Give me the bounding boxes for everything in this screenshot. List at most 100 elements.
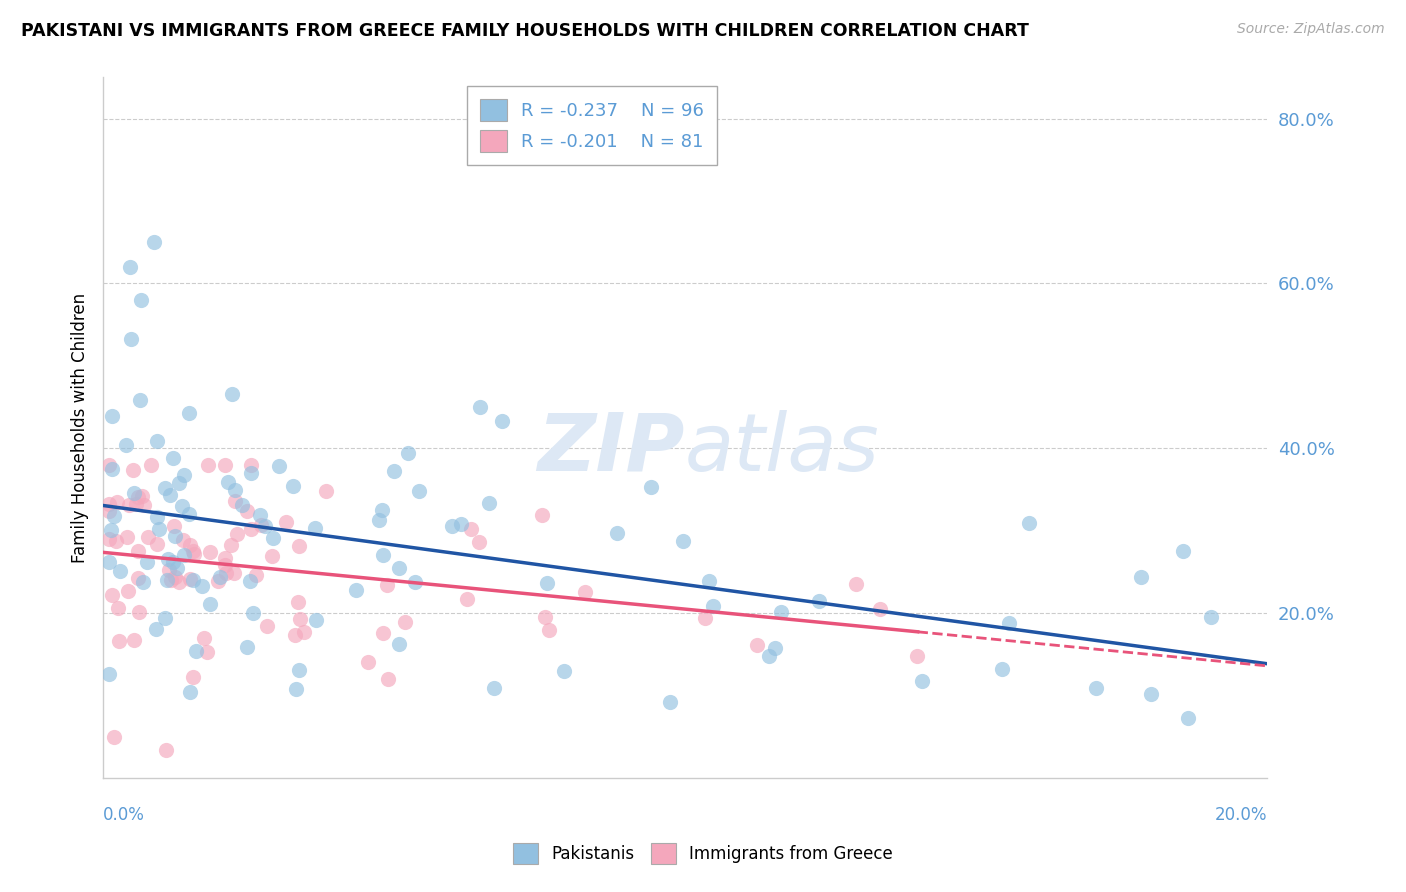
Point bbox=[281, 478, 304, 492]
Point bbox=[157, 563, 180, 577]
Text: 0.0%: 0.0% bbox=[103, 806, 145, 824]
Point bbox=[394, 615, 416, 630]
Point bbox=[702, 599, 724, 614]
Point bbox=[97, 497, 120, 511]
Point bbox=[181, 573, 204, 587]
Point bbox=[179, 538, 201, 552]
Point bbox=[145, 537, 167, 551]
Point bbox=[538, 623, 561, 637]
Text: Source: ZipAtlas.com: Source: ZipAtlas.com bbox=[1237, 22, 1385, 37]
Point bbox=[484, 681, 506, 695]
Point bbox=[553, 664, 575, 678]
Point bbox=[159, 488, 181, 502]
Point bbox=[197, 458, 219, 472]
Point bbox=[117, 583, 139, 598]
Point bbox=[146, 510, 169, 524]
Point bbox=[274, 515, 297, 529]
Point bbox=[97, 667, 120, 681]
Point bbox=[209, 570, 232, 584]
Point bbox=[120, 332, 142, 346]
Point bbox=[122, 463, 145, 477]
Point bbox=[911, 674, 934, 689]
Point bbox=[262, 531, 284, 545]
Point bbox=[242, 607, 264, 621]
Point bbox=[869, 602, 891, 616]
Point bbox=[672, 533, 695, 548]
Point bbox=[531, 508, 554, 522]
Point bbox=[1084, 681, 1107, 695]
Point bbox=[240, 458, 263, 472]
Point bbox=[155, 743, 177, 757]
Point bbox=[1173, 544, 1195, 558]
Point bbox=[219, 538, 242, 552]
Point bbox=[172, 533, 194, 547]
Point bbox=[1139, 687, 1161, 701]
Point bbox=[193, 631, 215, 645]
Text: atlas: atlas bbox=[685, 409, 880, 488]
Point bbox=[128, 606, 150, 620]
Point bbox=[179, 685, 201, 699]
Point bbox=[107, 601, 129, 615]
Point bbox=[808, 594, 831, 608]
Point bbox=[249, 508, 271, 522]
Point bbox=[142, 235, 165, 250]
Point bbox=[287, 595, 309, 609]
Point bbox=[127, 490, 149, 504]
Point bbox=[179, 507, 201, 521]
Point bbox=[371, 625, 394, 640]
Point bbox=[288, 611, 311, 625]
Point bbox=[162, 555, 184, 569]
Point bbox=[179, 572, 201, 586]
Point bbox=[217, 475, 239, 490]
Point bbox=[224, 566, 246, 581]
Point bbox=[214, 558, 236, 573]
Point bbox=[745, 638, 768, 652]
Point bbox=[100, 523, 122, 537]
Point bbox=[758, 649, 780, 664]
Point bbox=[1177, 711, 1199, 725]
Point bbox=[97, 504, 120, 518]
Point bbox=[214, 566, 236, 580]
Point bbox=[108, 634, 131, 648]
Point bbox=[103, 509, 125, 524]
Point bbox=[173, 548, 195, 562]
Point bbox=[693, 611, 716, 625]
Point bbox=[305, 613, 328, 627]
Point bbox=[396, 446, 419, 460]
Point bbox=[606, 525, 628, 540]
Point bbox=[153, 482, 176, 496]
Point bbox=[118, 260, 141, 274]
Point bbox=[404, 574, 426, 589]
Point bbox=[357, 655, 380, 669]
Point bbox=[249, 517, 271, 532]
Point bbox=[184, 643, 207, 657]
Point bbox=[200, 544, 222, 558]
Point bbox=[214, 458, 236, 472]
Point bbox=[991, 662, 1014, 676]
Point bbox=[163, 518, 186, 533]
Point bbox=[145, 623, 167, 637]
Point bbox=[167, 575, 190, 590]
Point bbox=[224, 483, 246, 498]
Point bbox=[478, 496, 501, 510]
Point bbox=[139, 458, 162, 472]
Point bbox=[167, 476, 190, 491]
Point bbox=[239, 574, 262, 588]
Point bbox=[101, 409, 124, 424]
Point bbox=[236, 640, 259, 654]
Point bbox=[163, 529, 186, 543]
Point bbox=[231, 499, 253, 513]
Point bbox=[146, 434, 169, 448]
Point bbox=[659, 695, 682, 709]
Point bbox=[122, 632, 145, 647]
Point bbox=[165, 570, 187, 584]
Point bbox=[905, 648, 928, 663]
Point bbox=[118, 499, 141, 513]
Point bbox=[101, 589, 124, 603]
Point bbox=[101, 462, 124, 476]
Point bbox=[344, 582, 367, 597]
Point bbox=[170, 499, 193, 513]
Text: PAKISTANI VS IMMIGRANTS FROM GREECE FAMILY HOUSEHOLDS WITH CHILDREN CORRELATION : PAKISTANI VS IMMIGRANTS FROM GREECE FAMI… bbox=[21, 22, 1029, 40]
Point bbox=[108, 564, 131, 578]
Text: ZIP: ZIP bbox=[537, 409, 685, 488]
